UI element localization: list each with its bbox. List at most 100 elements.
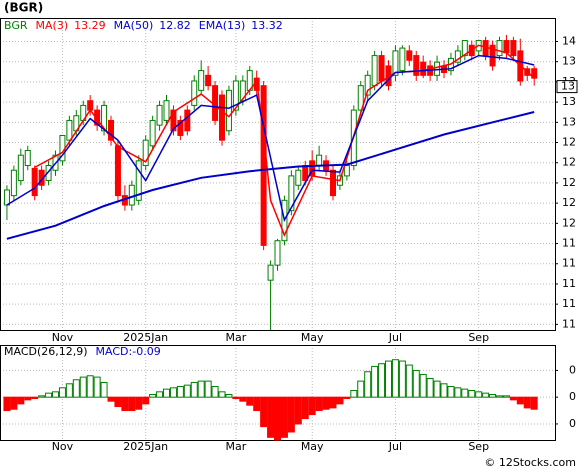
candle-body <box>101 104 108 132</box>
indicator-line <box>6 111 535 240</box>
macd-bar <box>218 391 226 398</box>
candle-body <box>461 40 468 57</box>
candle-body <box>94 109 101 126</box>
macd-bar <box>31 396 39 400</box>
x-tick-label: Mar <box>225 331 246 344</box>
candle-body <box>24 150 31 167</box>
macd-bar <box>440 383 448 398</box>
y-tick-label: 0 <box>569 417 576 430</box>
candle-body <box>364 74 371 96</box>
y-tick-label: 13 <box>562 115 576 128</box>
macd-bar <box>419 373 427 398</box>
candle-body <box>142 139 149 167</box>
legend-name: EMA(13) <box>199 19 246 32</box>
candle-body <box>260 85 267 246</box>
last-price-box <box>556 80 578 94</box>
y-tick-label: 11 <box>562 237 576 250</box>
macd-bar <box>378 363 386 398</box>
candle-body <box>454 50 461 63</box>
macd-bar <box>350 389 358 398</box>
candle-body <box>489 44 496 67</box>
y-tick-label: 11 <box>562 317 576 330</box>
macd-bar <box>371 365 379 398</box>
candle-body <box>156 104 163 126</box>
candle-body <box>232 80 239 111</box>
x-tick-label: May <box>301 440 324 453</box>
candle-body <box>225 89 232 132</box>
x-tick-label: 2025Jan <box>123 440 168 453</box>
macd-bar <box>496 395 503 398</box>
macd-bar <box>142 396 150 405</box>
macd-bar <box>100 381 108 398</box>
macd-bar <box>502 395 510 398</box>
chart-title: (BGR) <box>4 1 43 15</box>
macd-bar <box>3 396 11 412</box>
macd-bar <box>156 391 164 398</box>
y-tick-label: 11 <box>562 277 576 290</box>
x-tick-label: Jul <box>388 331 402 344</box>
legend-name: MA(3) <box>36 19 69 32</box>
macd-bar <box>128 396 136 412</box>
macd-bar <box>45 392 53 398</box>
legend: BGR MA(3) 13.29 MA(50) 12.82 EMA(13) 13.32 <box>4 19 283 32</box>
x-tick-label: Jul <box>388 440 402 453</box>
candle-body <box>205 74 212 87</box>
macd-bar <box>322 396 330 410</box>
candle-body <box>177 119 184 136</box>
macd-bar <box>183 384 191 398</box>
macd-bar <box>163 388 170 398</box>
candle-body <box>108 119 114 141</box>
candle-body <box>288 175 295 212</box>
macd-bar <box>190 381 198 398</box>
macd-bar <box>530 396 538 410</box>
legend-value: 12.82 <box>159 19 191 32</box>
macd-bar <box>197 380 205 398</box>
candle-body <box>399 47 406 72</box>
macd-bar <box>107 396 115 402</box>
macd-bar <box>343 396 351 400</box>
candle-body <box>114 145 121 197</box>
macd-bar <box>426 377 434 398</box>
macd-bar <box>475 391 483 398</box>
macd-bar <box>315 396 323 412</box>
x-tick-label: Sep <box>468 440 489 453</box>
y-tick-label: 0 <box>569 390 576 403</box>
candle-body <box>163 100 170 121</box>
macd-bar <box>239 396 247 402</box>
candle-body <box>274 240 281 266</box>
macd-bar <box>246 396 254 406</box>
candle-body <box>392 50 399 76</box>
macd-bar <box>267 396 275 438</box>
candle-body <box>371 55 378 87</box>
candle-body <box>531 68 538 79</box>
macd-bar <box>274 396 281 441</box>
y-tick-label: 13 <box>562 55 576 68</box>
macd-bar <box>364 371 372 398</box>
legend: MACD(26,12,9) MACD:-0.09 <box>4 345 161 358</box>
macd-bar <box>523 396 531 409</box>
macd-bar <box>489 394 497 398</box>
x-tick-label: Sep <box>468 331 489 344</box>
macd-bar <box>225 394 233 398</box>
macd-bar <box>447 385 455 398</box>
candle-body <box>184 109 191 132</box>
y-tick-label: 13 <box>562 95 576 108</box>
candle-body <box>295 169 302 186</box>
candle-body <box>198 70 205 91</box>
macd-bar <box>391 359 399 398</box>
y-tick-label: 0 <box>569 363 576 376</box>
candle-body <box>413 55 420 76</box>
last-price-label: 13 <box>561 80 575 93</box>
macd-bar <box>211 385 219 398</box>
macd-bar <box>301 396 309 420</box>
macd-bar <box>336 396 344 405</box>
candle-body <box>10 169 17 197</box>
macd-bar <box>72 379 80 398</box>
candle-body <box>420 61 427 76</box>
y-tick-label: 12 <box>562 156 576 169</box>
candle-body <box>17 154 24 182</box>
panel-border <box>0 18 556 331</box>
macd-bar <box>38 395 46 398</box>
macd-bar <box>58 387 66 398</box>
